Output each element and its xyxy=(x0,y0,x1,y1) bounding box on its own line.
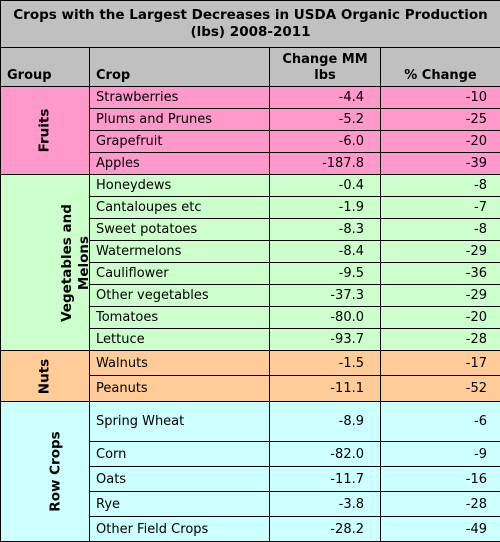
pct-change-cell: -16 xyxy=(381,467,500,492)
pct-change-cell: -6 xyxy=(381,402,500,442)
crop-cell: Corn xyxy=(90,442,270,467)
pct-change-cell: -8 xyxy=(381,175,500,197)
group-vegetables-and-melons-cell: Vegetables and Melons xyxy=(1,175,90,351)
crop-cell: Cantaloupes etc xyxy=(90,197,270,219)
pct-change-cell: -28 xyxy=(381,329,500,351)
pct-change-cell: -52 xyxy=(381,376,500,402)
change-cell: -93.7 xyxy=(270,329,381,351)
header-group: Group xyxy=(1,48,90,87)
change-cell: -0.4 xyxy=(270,175,381,197)
change-cell: -9.5 xyxy=(270,263,381,285)
pct-change-cell: -25 xyxy=(381,109,500,131)
pct-change-cell: -39 xyxy=(381,153,500,175)
change-cell: -28.2 xyxy=(270,517,381,542)
change-cell: -3.8 xyxy=(270,492,381,517)
group-row-crops-label: Row Crops xyxy=(48,417,65,527)
change-cell: -8.9 xyxy=(270,402,381,442)
crop-cell: Other vegetables xyxy=(90,285,270,307)
crop-cell: Other Field Crops xyxy=(90,517,270,542)
change-cell: -8.4 xyxy=(270,241,381,263)
pct-change-cell: -8 xyxy=(381,219,500,241)
header-crop: Crop xyxy=(90,48,270,87)
change-cell: -8.3 xyxy=(270,219,381,241)
group-vegetables-and-melons-label: Vegetables and Melons xyxy=(59,188,90,338)
change-cell: -11.7 xyxy=(270,467,381,492)
change-cell: -6.0 xyxy=(270,131,381,153)
pct-change-cell: -20 xyxy=(381,131,500,153)
crop-cell: Sweet potatoes xyxy=(90,219,270,241)
pct-change-cell: -9 xyxy=(381,442,500,467)
pct-change-cell: -29 xyxy=(381,285,500,307)
group-nuts-label: Nuts xyxy=(37,351,54,402)
crop-cell: Walnuts xyxy=(90,351,270,376)
change-cell: -1.5 xyxy=(270,351,381,376)
header-change: Change MM lbs xyxy=(270,48,381,87)
change-cell: -80.0 xyxy=(270,307,381,329)
pct-change-cell: -10 xyxy=(381,87,500,109)
pct-change-cell: -7 xyxy=(381,197,500,219)
change-cell: -4.4 xyxy=(270,87,381,109)
crop-cell: Oats xyxy=(90,467,270,492)
crop-cell: Lettuce xyxy=(90,329,270,351)
change-cell: -5.2 xyxy=(270,109,381,131)
crop-cell: Honeydews xyxy=(90,175,270,197)
header-pct-change: % Change xyxy=(381,48,500,87)
group-fruits-cell: Fruits xyxy=(1,87,90,175)
crop-cell: Tomatoes xyxy=(90,307,270,329)
group-nuts-cell: Nuts xyxy=(1,351,90,402)
change-cell: -187.8 xyxy=(270,153,381,175)
crop-cell: Strawberries xyxy=(90,87,270,109)
group-fruits-label: Fruits xyxy=(37,87,54,175)
crop-cell: Plums and Prunes xyxy=(90,109,270,131)
pct-change-cell: -29 xyxy=(381,241,500,263)
table-title: Crops with the Largest Decreases in USDA… xyxy=(1,1,500,48)
change-cell: -82.0 xyxy=(270,442,381,467)
pct-change-cell: -17 xyxy=(381,351,500,376)
pct-change-cell: -20 xyxy=(381,307,500,329)
crop-cell: Grapefruit xyxy=(90,131,270,153)
crop-cell: Spring Wheat xyxy=(90,402,270,442)
group-row-crops-cell: Row Crops xyxy=(1,402,90,542)
pct-change-cell: -28 xyxy=(381,492,500,517)
change-cell: -1.9 xyxy=(270,197,381,219)
crop-cell: Cauliflower xyxy=(90,263,270,285)
crop-cell: Watermelons xyxy=(90,241,270,263)
crop-cell: Peanuts xyxy=(90,376,270,402)
crop-cell: Rye xyxy=(90,492,270,517)
change-cell: -11.1 xyxy=(270,376,381,402)
change-cell: -37.3 xyxy=(270,285,381,307)
crop-cell: Apples xyxy=(90,153,270,175)
pct-change-cell: -49 xyxy=(381,517,500,542)
pct-change-cell: -36 xyxy=(381,263,500,285)
